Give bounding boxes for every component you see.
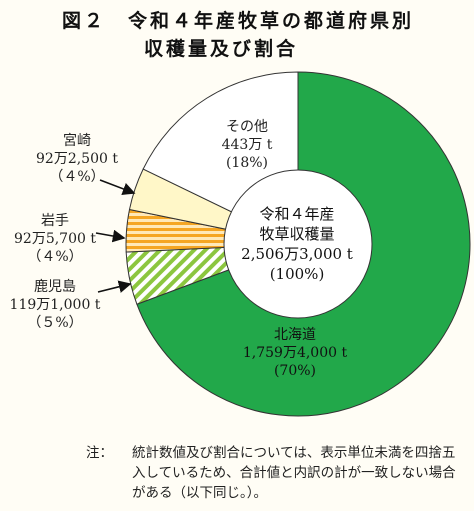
center-hole: [223, 169, 373, 319]
arrow-kagoshima: [97, 280, 132, 293]
slice-label-miyazaki: 宮崎 92万2,500 t （４%）: [36, 133, 118, 185]
footnote-head: 注：: [86, 445, 113, 461]
slice-label-hokkaido: 北海道 1,759万4,000 t (70%): [242, 327, 348, 379]
title-line-1: 図２ 令和４年産牧草の都道府県別: [62, 10, 415, 32]
title-line-2: 収穫量及び割合: [144, 38, 299, 60]
center-total-label: 令和４年産 牧草収穫量 2,506万3,000 t (100%): [241, 205, 353, 283]
footnote-body: 統計数値及び割合については、表示単位未満を四捨五入しているため、合計値と内訳の計…: [132, 445, 456, 501]
slice-label-kagoshima: 鹿児島 119万1,000 t （５%）: [9, 279, 101, 331]
slice-label-iwate: 岩手 92万5,700 t （４%）: [14, 213, 96, 265]
chart-title: 図２ 令和４年産牧草の都道府県別 収穫量及び割合: [0, 0, 474, 70]
arrow-miyazaki: [99, 179, 136, 195]
slice-label-sonota: その他 443万 t (18%): [221, 119, 273, 171]
arrow-iwate: [95, 229, 126, 243]
